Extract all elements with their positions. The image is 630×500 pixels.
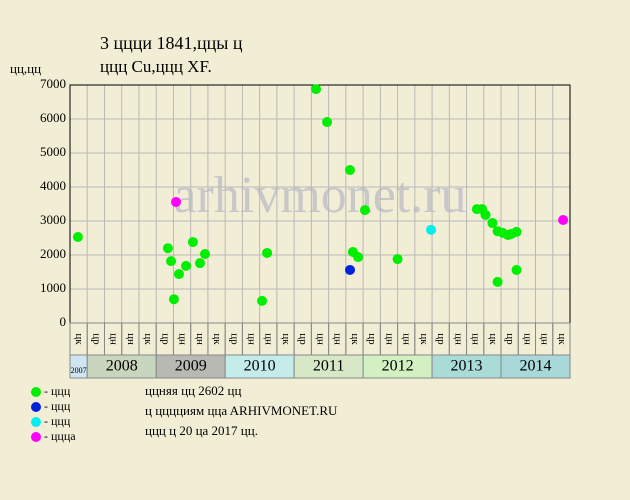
- quarter-label: цр: [504, 333, 516, 345]
- y-tick-label: 2000: [40, 246, 66, 261]
- quarter-label: цн: [194, 333, 206, 345]
- quarter-label: цр: [297, 333, 309, 345]
- point: [487, 218, 498, 229]
- quarter-label: цр: [366, 333, 378, 345]
- point: [72, 231, 83, 242]
- point: [173, 269, 184, 280]
- y-tick-label: 3000: [40, 212, 66, 227]
- point: [168, 294, 179, 305]
- quarter-label: цр: [159, 333, 171, 345]
- quarter-label: цк: [280, 333, 292, 345]
- point: [181, 260, 192, 271]
- point: [322, 117, 333, 128]
- quarter-label: цн: [108, 333, 120, 345]
- watermark: arhivmonet.ru: [173, 167, 466, 224]
- quarter-label: цр: [90, 333, 102, 345]
- y-tick-label: 7000: [40, 76, 66, 91]
- legend-marker: [31, 417, 41, 427]
- point: [257, 295, 268, 306]
- point: [311, 84, 322, 95]
- quarter-label: цн: [470, 333, 482, 345]
- legend-label: - ццц: [44, 399, 71, 413]
- quarter-label: цк: [349, 333, 361, 345]
- year-label: 2007: [71, 366, 87, 375]
- y-tick-label: 4000: [40, 178, 66, 193]
- year-label: 2012: [382, 358, 414, 375]
- legend-marker: [31, 402, 41, 412]
- point: [345, 165, 355, 175]
- quarter-label: цн: [263, 333, 275, 345]
- point: [492, 276, 503, 287]
- note: ц цццциям ццa ARHIVMONET.RU: [145, 403, 338, 418]
- quarter-label: цк: [487, 333, 499, 345]
- y-tick-label: 1000: [40, 280, 66, 295]
- year-label: 2009: [175, 358, 207, 375]
- quarter-label: цн: [332, 333, 344, 345]
- point: [200, 248, 210, 259]
- year-label: 2013: [451, 358, 483, 375]
- point: [162, 243, 173, 254]
- point: [511, 264, 522, 275]
- point: [345, 264, 355, 275]
- quarter-label: цк: [142, 333, 154, 345]
- point: [480, 209, 491, 220]
- quarter-label: цн: [246, 333, 258, 345]
- quarter-label: цк: [556, 333, 568, 345]
- point: [558, 214, 569, 225]
- y-tick-label: 6000: [40, 110, 66, 125]
- note: ццняя цц 2602 цц: [145, 383, 241, 398]
- legend-label: - ццц: [44, 414, 71, 428]
- point: [426, 224, 437, 235]
- point: [392, 254, 403, 265]
- quarter-label: цр: [435, 333, 447, 345]
- year-label: 2011: [313, 358, 344, 375]
- point: [353, 252, 364, 263]
- y-axis-label: цц,цц: [10, 61, 41, 76]
- y-tick-label: 0: [60, 314, 67, 329]
- year-label: 2014: [520, 358, 552, 375]
- chart-title: 3 ццци 1841,ццы ц: [100, 33, 243, 53]
- legend-marker: [31, 432, 41, 442]
- point: [195, 258, 205, 269]
- point: [262, 247, 273, 258]
- quarter-label: цн: [383, 333, 395, 345]
- point: [511, 226, 522, 237]
- quarter-label: цр: [228, 333, 240, 345]
- point: [171, 196, 182, 207]
- point: [360, 205, 370, 216]
- legend-marker: [31, 387, 41, 397]
- chart-subtitle: ццц Cu,ццц XF.: [100, 57, 212, 76]
- quarter-label: цн: [539, 333, 551, 345]
- point: [187, 237, 198, 248]
- quarter-label: цк: [211, 333, 223, 345]
- quarter-label: цк: [73, 333, 85, 345]
- quarter-label: цн: [401, 333, 413, 345]
- quarter-label: цн: [125, 333, 137, 345]
- note: ццц ц 20 цa 2017 цц.: [145, 423, 258, 438]
- year-label: 2008: [106, 358, 138, 375]
- year-label: 2010: [244, 358, 276, 375]
- point: [166, 256, 177, 267]
- year-cell: [500, 354, 571, 379]
- quarter-label: цн: [521, 333, 533, 345]
- y-tick-label: 5000: [40, 144, 66, 159]
- quarter-label: цн: [452, 333, 464, 345]
- quarter-label: цн: [314, 333, 326, 345]
- legend-label: - ццц: [44, 384, 71, 398]
- quarter-label: цк: [418, 333, 430, 345]
- legend-label: - цццa: [44, 429, 76, 443]
- quarter-label: цн: [177, 333, 189, 345]
